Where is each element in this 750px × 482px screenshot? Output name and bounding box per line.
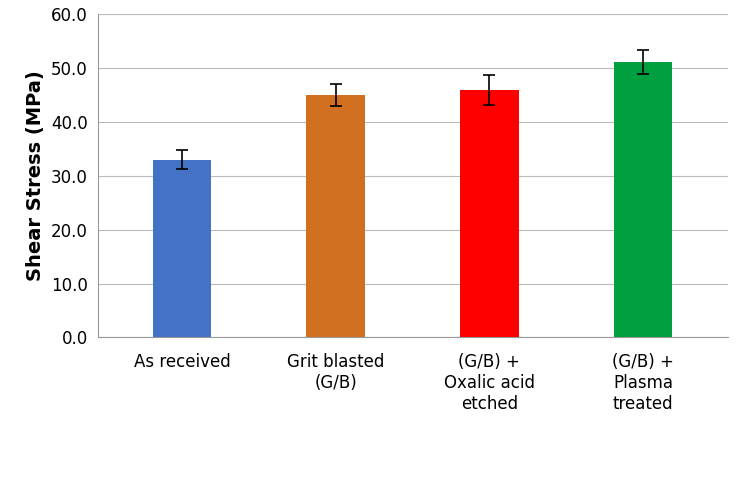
Y-axis label: Shear Stress (MPa): Shear Stress (MPa)	[26, 70, 45, 281]
Bar	[614, 62, 672, 337]
Bar	[307, 95, 364, 337]
Bar	[153, 160, 212, 337]
Bar	[460, 90, 518, 337]
